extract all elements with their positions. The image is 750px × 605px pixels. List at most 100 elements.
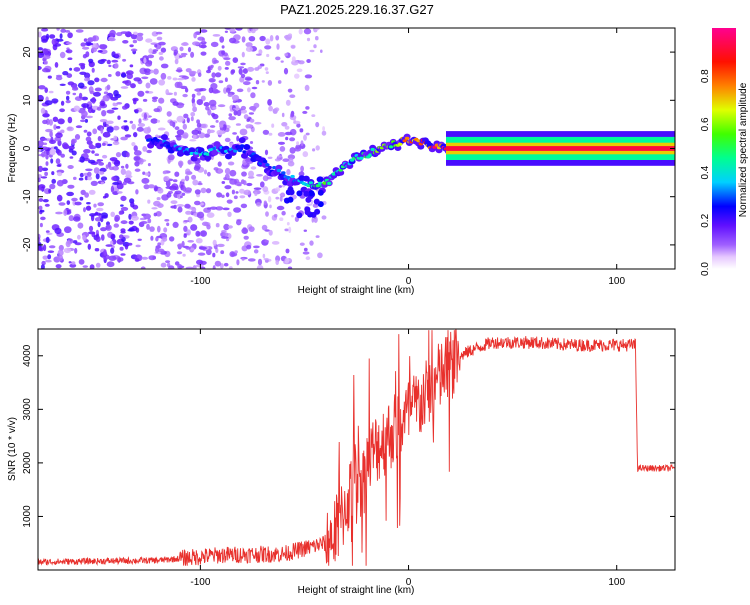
noise-blob bbox=[88, 225, 94, 232]
noise-blob bbox=[103, 91, 109, 95]
noise-blob bbox=[296, 68, 303, 73]
noise-blob bbox=[165, 186, 173, 190]
noise-blob bbox=[240, 73, 246, 79]
noise-blob bbox=[105, 244, 113, 247]
noise-blob bbox=[193, 32, 197, 39]
noise-blob bbox=[80, 119, 86, 123]
y-tick-label: 1000 bbox=[22, 505, 33, 528]
noise-blob bbox=[287, 160, 295, 167]
noise-blob bbox=[120, 136, 128, 141]
noise-blob bbox=[303, 247, 308, 252]
noise-blob bbox=[106, 126, 114, 133]
noise-blob bbox=[228, 116, 236, 121]
noise-blob bbox=[305, 106, 310, 110]
noise-blob bbox=[197, 36, 205, 41]
noise-blob bbox=[277, 155, 283, 158]
noise-blob bbox=[157, 203, 164, 209]
noise-blob bbox=[75, 29, 84, 33]
noise-blob bbox=[256, 174, 263, 177]
noise-blob bbox=[185, 170, 193, 176]
noise-blob bbox=[55, 158, 61, 165]
noise-blob bbox=[213, 167, 219, 171]
noise-blob bbox=[48, 119, 54, 126]
noise-blob bbox=[78, 62, 86, 67]
noise-blob bbox=[64, 30, 71, 33]
noise-blob bbox=[68, 215, 75, 222]
noise-blob bbox=[187, 159, 192, 165]
noise-blob bbox=[47, 254, 52, 260]
noise-blob bbox=[266, 53, 270, 58]
noise-blob bbox=[141, 256, 149, 260]
ridge-blob bbox=[316, 176, 324, 183]
noise-blob bbox=[259, 35, 266, 42]
noise-blob bbox=[177, 206, 183, 213]
x-tick-label: 0 bbox=[406, 276, 412, 287]
snr-y-label: SNR (10 * v/v) bbox=[7, 417, 18, 481]
noise-blob bbox=[214, 260, 222, 267]
noise-blob bbox=[243, 180, 247, 186]
noise-blob bbox=[181, 192, 186, 196]
noise-blob bbox=[106, 143, 113, 147]
noise-blob bbox=[208, 129, 215, 133]
noise-blob bbox=[42, 255, 49, 260]
noise-blob bbox=[147, 54, 155, 59]
noise-blob bbox=[120, 206, 129, 211]
noise-blob bbox=[59, 83, 66, 87]
noise-blob bbox=[174, 81, 181, 88]
noise-blob bbox=[185, 266, 194, 269]
noise-blob bbox=[209, 125, 216, 128]
colorbar-tick-label: 0.6 bbox=[700, 117, 711, 131]
noise-blob bbox=[94, 153, 100, 156]
ridge-core bbox=[402, 139, 407, 143]
noise-blob bbox=[68, 145, 75, 150]
snr-y-ticks: 1000 2000 3000 4000 bbox=[22, 344, 675, 528]
noise-blob bbox=[267, 156, 273, 159]
noise-blob bbox=[303, 229, 307, 232]
ridge-core bbox=[322, 181, 327, 185]
noise-blob bbox=[108, 255, 117, 261]
noise-blob bbox=[206, 224, 211, 230]
noise-blob bbox=[152, 255, 156, 260]
noise-blob bbox=[271, 241, 280, 245]
spectrogram-y-ticks: -20 -10 0 10 20 bbox=[22, 46, 675, 252]
noise-blob bbox=[59, 33, 63, 39]
noise-blob bbox=[281, 210, 286, 216]
noise-blob bbox=[62, 142, 69, 149]
noise-blob bbox=[166, 192, 172, 198]
noise-blob bbox=[173, 204, 177, 209]
ridge-blob bbox=[296, 212, 303, 219]
noise-blob bbox=[187, 240, 194, 243]
noise-blob bbox=[38, 148, 42, 153]
noise-blob bbox=[145, 38, 153, 43]
noise-blob bbox=[133, 109, 139, 113]
noise-blob bbox=[248, 36, 256, 42]
ridge-blob bbox=[314, 208, 321, 215]
noise-blob bbox=[57, 149, 62, 156]
x-tick-label: 100 bbox=[608, 577, 625, 588]
noise-blob bbox=[122, 40, 129, 44]
noise-blob bbox=[224, 137, 231, 143]
noise-blob bbox=[68, 261, 72, 264]
noise-blob bbox=[54, 146, 58, 150]
noise-blob bbox=[250, 166, 257, 170]
noise-blob bbox=[82, 265, 89, 268]
ridge-core bbox=[233, 149, 238, 153]
y-tick-label: 3000 bbox=[22, 398, 33, 421]
constant-band bbox=[446, 146, 675, 151]
noise-blob bbox=[153, 212, 157, 217]
noise-blob bbox=[221, 230, 227, 233]
noise-blob bbox=[58, 244, 64, 251]
ridge-blob bbox=[435, 147, 443, 154]
ridge-blob bbox=[417, 143, 425, 150]
noise-blob bbox=[245, 42, 253, 48]
noise-blob bbox=[56, 28, 60, 31]
noise-blob bbox=[156, 119, 161, 123]
noise-blob bbox=[278, 185, 282, 188]
noise-blob bbox=[49, 183, 56, 190]
noise-blob bbox=[57, 140, 62, 147]
noise-blob bbox=[279, 195, 283, 202]
noise-blob bbox=[184, 203, 191, 209]
noise-blob bbox=[190, 116, 194, 122]
noise-blob bbox=[173, 49, 179, 55]
noise-blob bbox=[129, 44, 134, 48]
